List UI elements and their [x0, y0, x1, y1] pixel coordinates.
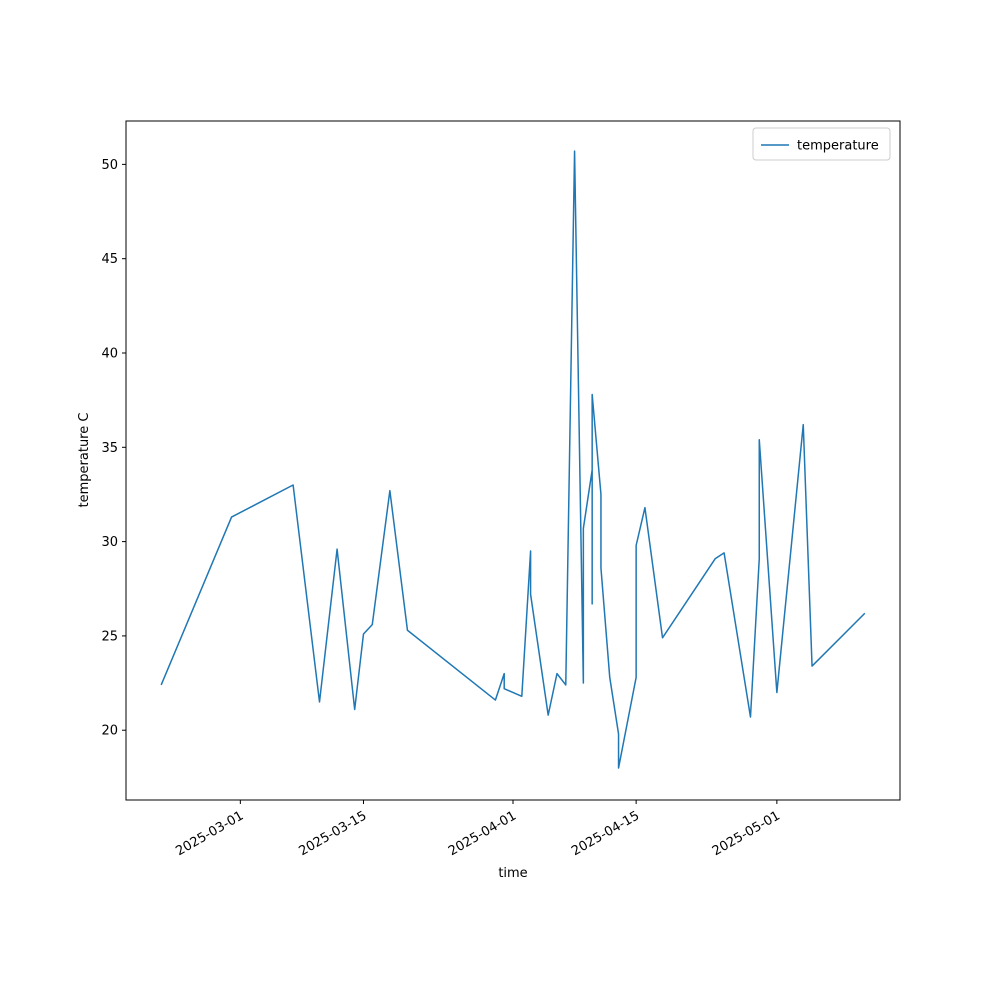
y-tick-label: 35	[101, 441, 118, 456]
y-tick-label: 20	[101, 724, 118, 739]
y-tick-label: 30	[101, 535, 118, 550]
y-tick-label: 50	[101, 158, 118, 173]
legend-box	[752, 127, 891, 161]
plot-frame	[125, 120, 901, 801]
x-axis-label: time	[498, 866, 527, 881]
data-line	[160, 150, 866, 769]
legend-label: temperature	[797, 139, 879, 154]
y-tick-label: 45	[101, 252, 118, 267]
y-axis-label: temperature C	[77, 413, 92, 508]
y-tick-label: 40	[101, 346, 118, 361]
y-tick-label: 25	[101, 629, 118, 644]
